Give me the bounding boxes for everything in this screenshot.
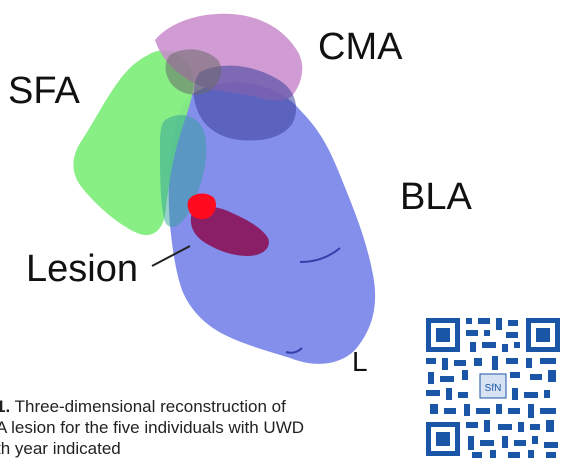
overlap-region	[193, 65, 297, 141]
bla-contour-mark	[299, 247, 341, 263]
figure-number: 1.	[0, 397, 11, 416]
lesion-leader-line	[151, 245, 191, 267]
bla-bottom-mark	[285, 347, 303, 354]
cma-label: CMA	[318, 26, 403, 68]
caption-line-2: A lesion for the five individuals with U…	[0, 418, 305, 437]
overlap-grey	[165, 49, 222, 95]
sfa-label: SFA	[8, 70, 80, 112]
lesion-core	[187, 193, 216, 220]
bla-region	[168, 82, 376, 364]
qr-code[interactable]: SfN	[422, 314, 564, 460]
lesion-outer	[190, 206, 269, 256]
orientation-label: L	[352, 346, 368, 377]
caption-line-3: th year indicated	[0, 439, 121, 458]
lesion-label: Lesion	[26, 248, 138, 290]
qr-center-logo: SfN	[485, 383, 502, 394]
bla-label: BLA	[400, 176, 472, 218]
caption-line-1: Three-dimensional reconstruction of	[14, 397, 286, 416]
figure-caption: 1. Three-dimensional reconstruction of A…	[0, 396, 416, 459]
